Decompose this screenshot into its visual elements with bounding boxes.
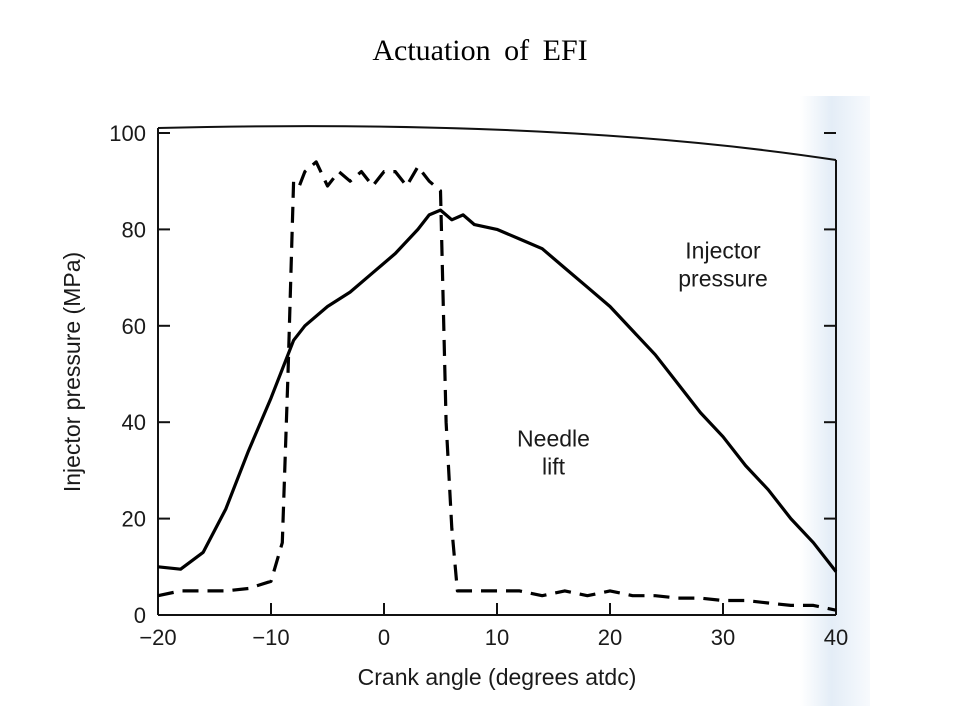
tick-layer: −20 −10 0 10 20 30 40 0 20 40 60 80 100	[109, 121, 848, 650]
x-tick-label: −20	[139, 625, 176, 650]
plot-frame	[157, 125, 837, 616]
slide-title: Actuation of EFI	[372, 34, 588, 67]
y-tick-label: 0	[134, 603, 146, 628]
series-annotation: Injector pressure	[678, 237, 767, 291]
y-axis-label: Injector pressure (MPa)	[59, 252, 85, 492]
x-tick-label: −10	[252, 625, 289, 650]
y-tick-label: 40	[122, 410, 146, 435]
annotation-line: pressure	[678, 265, 767, 291]
series-line-needle-lift	[157, 160, 837, 612]
annotation-line: Injector	[685, 237, 761, 263]
y-tick-label: 80	[122, 217, 146, 242]
series-line-injector-pressure	[157, 208, 838, 573]
x-tick-label: 20	[598, 625, 622, 650]
x-tick-label: 30	[711, 625, 735, 650]
series-layer	[157, 160, 838, 612]
annotation-line: lift	[542, 453, 566, 479]
annotation-layer: Injector pressure Needle lift	[517, 237, 768, 479]
series-annotation: Needle lift	[517, 425, 590, 479]
annotation-line: Needle	[517, 425, 590, 451]
x-tick-label: 10	[485, 625, 509, 650]
x-tick-label: 0	[378, 625, 390, 650]
top-border-curve	[157, 125, 837, 161]
y-tick-label: 20	[122, 507, 146, 532]
y-tick-label: 60	[122, 314, 146, 339]
x-tick-label: 40	[824, 625, 848, 650]
x-axis-label: Crank angle (degrees atdc)	[358, 664, 637, 690]
y-tick-label: 100	[109, 121, 146, 146]
